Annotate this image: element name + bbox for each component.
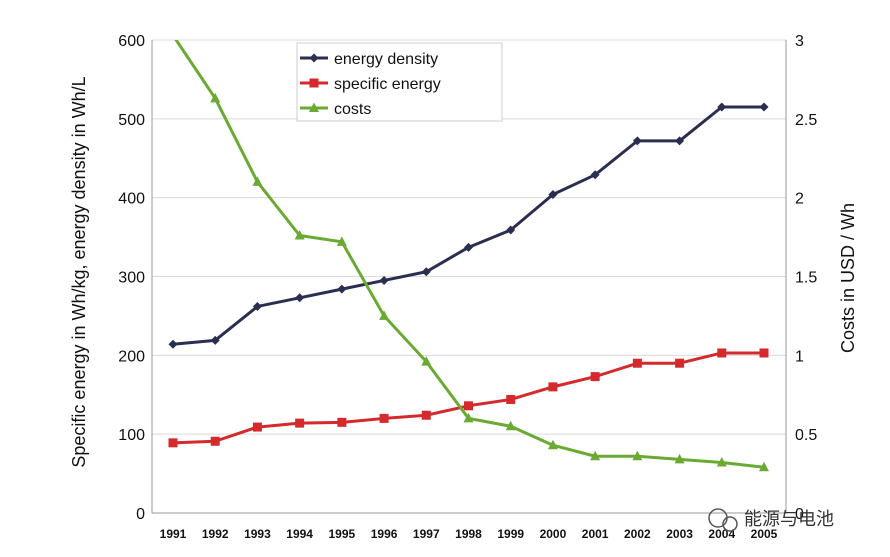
data-point-specific-energy	[337, 417, 347, 427]
data-point-energy-density	[675, 136, 685, 146]
watermark-text: 能源与电池	[744, 509, 834, 530]
right-axis-ticks: 0 0.5 1 1.5 2 2.5 3	[795, 33, 817, 523]
data-point-costs	[590, 450, 601, 461]
data-point-costs	[716, 457, 727, 467]
legend-label-costs: costs	[334, 101, 371, 118]
x-tick-label: 1999	[497, 527, 524, 541]
data-point-costs	[632, 450, 643, 461]
y-right-tick-label: 2	[795, 191, 804, 208]
legend-marker-energy-density	[309, 53, 319, 63]
x-tick-label: 1991	[160, 527, 187, 541]
data-point-energy-density	[295, 293, 305, 303]
data-point-energy-density	[548, 190, 558, 200]
legend-box	[296, 42, 503, 122]
data-point-specific-energy	[252, 422, 262, 432]
wechat-icon-small	[722, 516, 738, 532]
data-point-specific-energy	[675, 358, 685, 368]
data-point-costs	[505, 420, 516, 431]
data-point-specific-energy	[168, 438, 178, 448]
y-left-tick-label: 400	[118, 191, 145, 208]
y-left-tick-label: 100	[118, 427, 145, 444]
axes	[151, 40, 787, 514]
x-tick-label: 1995	[329, 527, 356, 541]
data-point-specific-energy	[464, 401, 473, 411]
data-point-specific-energy	[717, 348, 727, 358]
x-axis-ticks: 1991 1992 1993 1994 1995 1996 1997 1998 1999 2000…	[160, 527, 778, 541]
y-left-tick-label: 600	[118, 33, 145, 50]
data-point-energy-density	[337, 284, 347, 294]
x-tick-label: 1998	[455, 527, 482, 541]
y-right-tick-label: 0.5	[795, 427, 817, 444]
data-point-costs	[759, 461, 769, 472]
data-point-specific-energy	[632, 358, 642, 368]
x-tick-label: 2000	[540, 527, 567, 541]
y-right-tick-label: 0	[795, 506, 804, 523]
data-point-specific-energy	[295, 418, 305, 428]
data-point-energy-density	[632, 136, 642, 146]
x-tick-label: 2002	[624, 527, 651, 541]
y-right-axis-label: Costs in USD / Wh	[838, 203, 858, 353]
x-tick-label: 2004	[708, 527, 735, 541]
x-tick-label: 1996	[371, 527, 398, 541]
data-point-specific-energy	[421, 410, 431, 420]
data-point-energy-density	[252, 301, 262, 311]
data-point-costs	[168, 30, 178, 40]
data-point-costs	[379, 310, 390, 320]
data-point-specific-energy	[506, 394, 516, 404]
legend: energy density specific energy costs	[296, 42, 503, 122]
legend-marker-costs	[309, 102, 319, 112]
y-right-tick-label: 2.5	[795, 112, 817, 129]
data-point-specific-energy	[590, 372, 600, 382]
data-point-costs	[463, 412, 474, 423]
x-tick-label: 1992	[202, 527, 229, 541]
y-left-tick-label: 300	[118, 270, 145, 287]
data-point-costs	[421, 356, 432, 366]
y-left-tick-label: 500	[118, 112, 145, 129]
data-point-energy-density	[421, 267, 431, 277]
watermark: 能源与电池	[708, 508, 834, 532]
y-right-tick-label: 3	[795, 33, 804, 50]
data-point-energy-density	[168, 339, 178, 349]
data-point-energy-density	[590, 170, 600, 180]
x-tick-label: 1993	[244, 527, 271, 541]
data-point-costs	[210, 92, 221, 103]
x-tick-label: 1994	[286, 527, 313, 541]
data-point-specific-energy	[759, 348, 769, 358]
series-group	[168, 30, 769, 472]
left-axis-ticks: 0 100 200 300 400 500 600	[118, 33, 145, 523]
data-point-specific-energy	[379, 413, 389, 423]
legend-label-specific-energy: specific energy	[334, 76, 441, 93]
y-left-axis-label: Specific energy in Wh/kg, energy density…	[69, 76, 89, 467]
legend-label-energy-density: energy density	[334, 51, 438, 68]
y-left-tick-label: 0	[136, 506, 145, 523]
x-tick-label: 2005	[751, 527, 778, 541]
y-right-tick-label: 1.5	[795, 270, 817, 287]
data-point-costs	[336, 236, 347, 246]
x-tick-label: 1997	[413, 527, 440, 541]
data-point-costs	[252, 176, 263, 186]
data-point-energy-density	[717, 102, 727, 112]
data-point-specific-energy	[210, 436, 220, 446]
data-point-energy-density	[506, 225, 516, 235]
data-point-energy-density	[379, 275, 389, 285]
data-point-costs	[674, 453, 685, 464]
data-point-energy-density	[464, 242, 473, 252]
data-point-specific-energy	[548, 382, 558, 392]
data-point-costs	[547, 439, 558, 450]
y-left-tick-label: 200	[118, 348, 145, 365]
data-point-energy-density	[210, 335, 220, 345]
x-tick-label: 2003	[666, 527, 693, 541]
legend-marker-specific-energy	[309, 78, 319, 88]
data-point-costs	[294, 230, 305, 240]
data-point-energy-density	[759, 102, 769, 112]
y-right-tick-label: 1	[795, 348, 804, 365]
x-tick-label: 2001	[582, 527, 609, 541]
